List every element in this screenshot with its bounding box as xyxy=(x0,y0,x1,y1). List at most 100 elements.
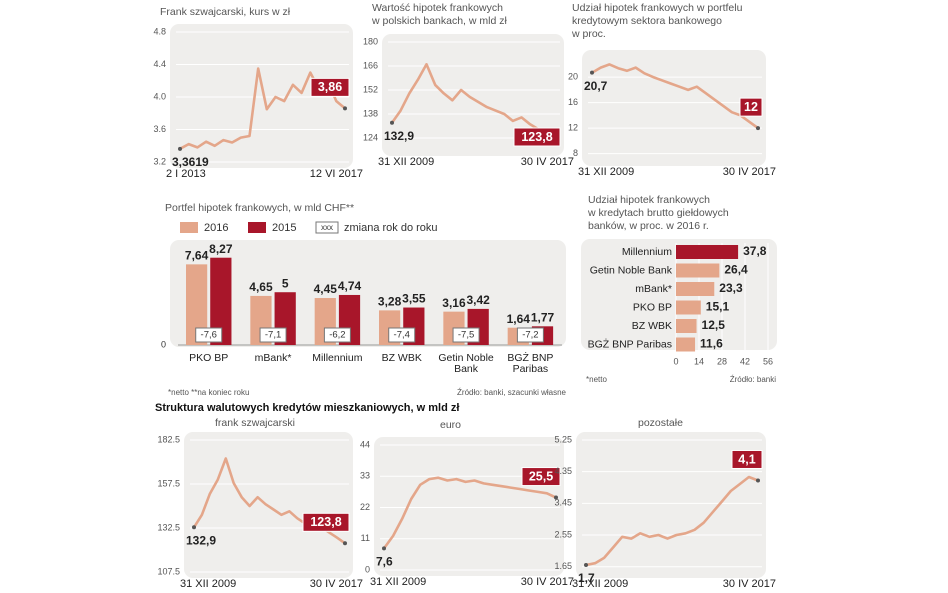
value-label: 3,55 xyxy=(402,292,426,306)
value-label: 1,64 xyxy=(507,312,531,326)
y-tick-label: 180 xyxy=(363,36,378,46)
point xyxy=(590,70,594,75)
legend-swatch xyxy=(180,222,198,233)
x-tick-label: mBank* xyxy=(254,352,292,364)
change-label: -6,2 xyxy=(329,330,345,341)
y-tick-label: 157.5 xyxy=(157,478,180,488)
value-label-box xyxy=(739,97,763,117)
value-label: 5 xyxy=(282,276,289,290)
x-tick-label: 30 IV 2017 xyxy=(521,156,574,168)
chart-title: Wartość hipotek frankowych xyxy=(372,2,503,14)
y-tick-label: 3.6 xyxy=(153,124,166,134)
y-tick-label: 0 xyxy=(161,339,166,349)
y-tick-label: 124 xyxy=(363,132,378,142)
x-tick-label: 30 IV 2017 xyxy=(521,576,574,588)
chart-title: kredytowym sektora bankowego xyxy=(572,15,722,27)
value-label: 8,27 xyxy=(209,242,233,256)
value-label: 23,3 xyxy=(719,281,743,295)
y-tick-label: 5.25 xyxy=(554,434,572,444)
change-box xyxy=(452,327,480,343)
y-tick-label: 166 xyxy=(363,60,378,70)
bar xyxy=(676,300,701,315)
x-tick-label: 31 XII 2009 xyxy=(572,578,628,590)
y-tick-label: 20 xyxy=(568,72,578,82)
change-box xyxy=(323,327,351,343)
change-label: -7,2 xyxy=(522,330,538,341)
legend-box xyxy=(315,221,339,234)
plot-background xyxy=(582,50,766,166)
y-tick-label: 8 xyxy=(573,148,578,158)
value-label-box xyxy=(521,467,561,487)
category-label: BZ WBK xyxy=(632,320,672,332)
point xyxy=(343,541,347,546)
footnote: *netto **na koniec roku xyxy=(168,388,249,397)
line xyxy=(591,63,759,130)
y-tick-label: 4.35 xyxy=(554,466,572,476)
chart-title: pozostałe xyxy=(638,417,683,429)
y-tick-label: 138 xyxy=(363,108,378,118)
value-label: 123,8 xyxy=(521,130,552,144)
plot-background xyxy=(576,432,766,578)
point xyxy=(343,106,347,111)
legend-box-text: xxx xyxy=(321,223,333,232)
category-label: Millennium xyxy=(622,246,672,258)
y-tick-label: 22 xyxy=(360,502,370,512)
x-tick-label: 14 xyxy=(694,356,704,366)
value-label: 12 xyxy=(744,100,758,114)
value-label: 3,42 xyxy=(466,293,490,307)
x-tick-label: 30 IV 2017 xyxy=(723,578,776,590)
y-tick-label: 16 xyxy=(568,97,578,107)
footnote: *netto xyxy=(586,375,607,384)
category-label: PKO BP xyxy=(633,301,672,313)
value-label-box xyxy=(513,127,561,147)
section-title: Struktura walutowych kredytów mieszkanio… xyxy=(155,402,459,414)
point xyxy=(756,126,760,131)
chart-title: w proc. xyxy=(571,28,606,40)
line xyxy=(585,475,759,567)
value-label-box xyxy=(310,77,350,97)
value-label: 12,5 xyxy=(702,318,726,332)
value-label: 20,7 xyxy=(584,79,608,93)
value-label: 4,45 xyxy=(314,282,338,296)
value-label: 25,5 xyxy=(529,469,553,483)
x-tick-label: 31 XII 2009 xyxy=(378,156,434,168)
y-tick-label: 182.5 xyxy=(157,434,180,444)
bar xyxy=(676,263,720,278)
chart-title: banków, w proc. w 2016 r. xyxy=(588,220,709,232)
bar xyxy=(210,257,232,345)
chart-title: euro xyxy=(440,419,461,431)
point xyxy=(192,525,196,530)
y-tick-label: 44 xyxy=(360,439,370,449)
value-label: 4,74 xyxy=(338,279,362,293)
legend-label: 2016 xyxy=(204,222,228,234)
change-label: -7,6 xyxy=(201,330,217,341)
category-label: mBank* xyxy=(635,283,672,295)
x-tick-label: 2 I 2013 xyxy=(166,168,206,180)
value-label: 4,65 xyxy=(249,280,273,294)
value-label: 3,86 xyxy=(318,80,342,94)
point xyxy=(382,546,386,551)
source: Źródło: banki, szacunki własne xyxy=(457,388,566,397)
x-tick-label: PKO BP xyxy=(189,352,229,364)
value-label: 3,3619 xyxy=(172,155,209,169)
x-tick-label: 12 VI 2017 xyxy=(310,168,363,180)
value-label-box xyxy=(731,449,763,469)
chart-title: Udział hipotek frankowych w portfelu xyxy=(572,2,743,14)
bar xyxy=(676,337,696,352)
change-box xyxy=(259,327,287,343)
x-tick-label: 31 XII 2009 xyxy=(578,166,634,178)
x-tick-label: 42 xyxy=(740,356,750,366)
y-tick-label: 4.4 xyxy=(153,59,166,69)
line xyxy=(390,63,557,140)
y-tick-label: 33 xyxy=(360,471,370,481)
y-tick-label: 4.8 xyxy=(153,26,166,36)
change-box xyxy=(388,327,416,343)
category-label: BGŻ BNP Paribas xyxy=(588,337,672,350)
point xyxy=(584,562,588,567)
change-box xyxy=(516,327,544,343)
value-label: 1,77 xyxy=(531,310,555,324)
value-label: 37,8 xyxy=(743,244,767,258)
change-label: -7,4 xyxy=(394,330,410,341)
